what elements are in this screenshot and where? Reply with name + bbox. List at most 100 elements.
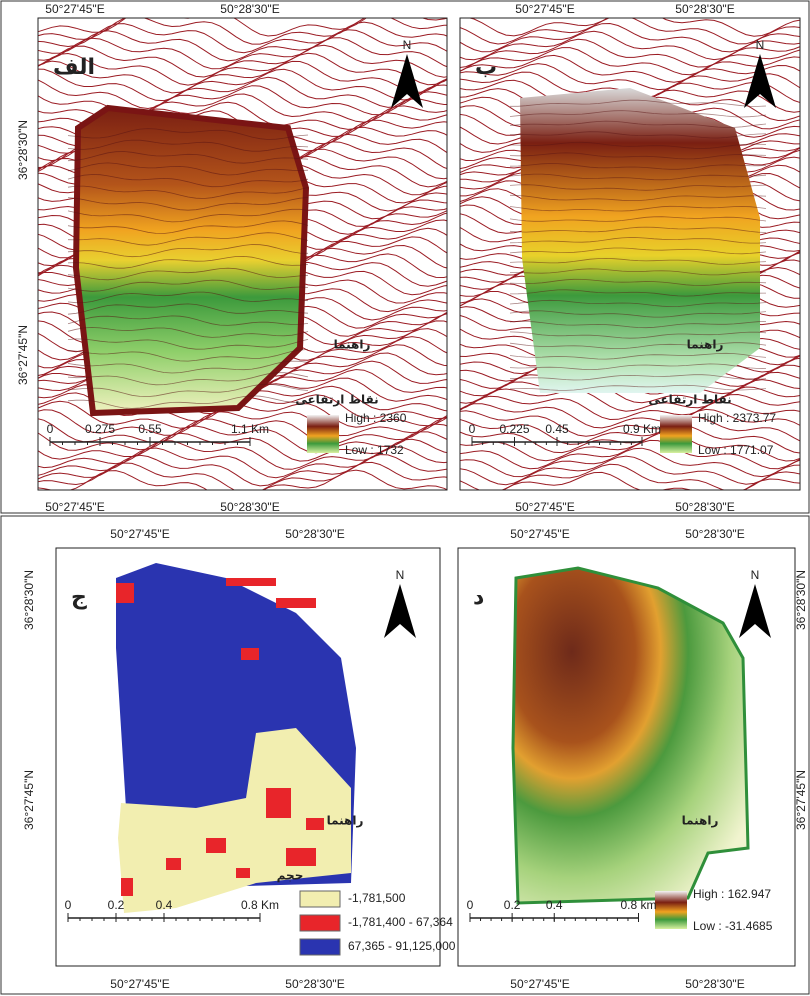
contour-line — [67, 197, 309, 211]
scale-label: 0.4 — [546, 898, 563, 912]
scale-label: 0.4 — [156, 898, 173, 912]
contour-line — [38, 461, 447, 490]
legend-high: High : 2373.77 — [698, 411, 776, 425]
contour-line — [460, 30, 800, 61]
scale-label: 0.225 — [499, 422, 529, 436]
legend-ramp — [660, 415, 692, 453]
volume-class-red — [276, 598, 316, 608]
north-arrow — [384, 584, 416, 638]
contour-line — [67, 327, 309, 338]
contour-line — [38, 446, 447, 479]
panel-border — [37, 17, 448, 491]
top-coordinate: 50°27'45"E — [110, 527, 169, 541]
contour-line — [460, 18, 800, 45]
scale-label: 0 — [467, 898, 474, 912]
legend-ramp — [307, 415, 339, 453]
panel-label: د — [473, 585, 484, 610]
bottom-frame — [0, 515, 810, 995]
contour-line — [509, 384, 767, 391]
contour-line — [502, 471, 800, 490]
north-label: N — [396, 568, 405, 582]
bottom-coordinate: 50°28'30"E — [285, 977, 344, 991]
contour-line — [509, 257, 767, 265]
scale-label: 0 — [469, 422, 476, 436]
contour-line — [67, 244, 309, 258]
scale-label: 0.8 Km — [241, 898, 279, 912]
contour-line — [460, 379, 800, 404]
contour-line — [67, 303, 309, 315]
legend-swatch — [299, 890, 341, 908]
contour-line — [67, 185, 309, 199]
contour-line — [509, 268, 767, 276]
legend-caption: راهنما — [687, 338, 724, 352]
bottom-coordinate: 50°27'45"E — [510, 977, 569, 991]
panel-label: ج — [71, 585, 87, 610]
contour-line — [460, 386, 800, 412]
top-coordinate: 50°27'45"E — [45, 2, 104, 16]
top-coordinate: 50°28'30"E — [685, 527, 744, 541]
north-label: N — [403, 38, 412, 52]
contour-line — [67, 139, 309, 152]
volume-class-red — [241, 648, 259, 660]
side-coordinate: 36°28'30"N — [16, 120, 30, 180]
legend-low: Low : -31.4685 — [693, 919, 773, 933]
legend-class-label: 67,365 - 91,125,000 — [348, 939, 456, 953]
contour-line — [467, 18, 800, 37]
contour-line — [509, 205, 767, 212]
contour-line — [67, 360, 309, 374]
map-panel — [38, 18, 447, 490]
contour-line — [67, 255, 309, 269]
volume-class-red — [121, 878, 133, 896]
contour-line — [38, 76, 447, 110]
contour-line — [67, 372, 309, 386]
contour-line — [460, 439, 800, 470]
contour-line — [460, 431, 800, 462]
contour-line — [67, 291, 309, 304]
panel-label: الف — [53, 55, 95, 80]
bottom-coordinate: 50°27'45"E — [515, 500, 574, 514]
contour-line — [509, 110, 767, 118]
contour-line — [460, 455, 800, 486]
top-frame — [0, 0, 810, 514]
scale-label: 0 — [65, 898, 72, 912]
legend-ramp — [655, 891, 687, 929]
legend-caption: راهنما — [682, 814, 719, 828]
contour-line — [509, 278, 767, 286]
scale-label: 0.55 — [138, 422, 162, 436]
contour-line — [509, 247, 767, 255]
volume-class-red — [166, 858, 181, 870]
map-panel — [458, 548, 795, 966]
contour-line — [67, 208, 309, 223]
legend-caption: راهنما — [334, 338, 371, 352]
contour-line — [67, 315, 309, 326]
legend-high: High : 2360 — [345, 411, 407, 425]
north-label: N — [751, 568, 760, 582]
contour-line — [38, 44, 447, 78]
bottom-coordinate: 50°28'30"E — [675, 500, 734, 514]
contour-line — [509, 310, 767, 318]
side-coordinate: 36°27'45"N — [16, 325, 30, 385]
side-coordinate: 36°28'30"N — [794, 570, 808, 630]
panel-border — [459, 17, 801, 491]
side-coordinate: 36°27'45"N — [794, 770, 808, 830]
contour-line — [38, 409, 447, 437]
legend-title: نقاط ارتفاعی — [295, 393, 378, 407]
scale-label: 0 — [47, 422, 54, 436]
panel-label: ب — [475, 55, 497, 80]
legend-title: حجم — [277, 869, 304, 883]
contour-line — [460, 447, 800, 478]
legend-swatch — [299, 938, 341, 956]
north-label: N — [756, 38, 765, 52]
contour-line — [38, 423, 447, 454]
contour-line — [67, 338, 309, 350]
map-panel — [56, 548, 440, 966]
contour-line — [510, 99, 767, 107]
contour-line — [509, 374, 767, 381]
side-coordinate: 36°28'30"N — [22, 570, 36, 630]
north-arrow — [391, 54, 423, 108]
contour-line — [67, 174, 309, 188]
scale-label: 0.8 km — [620, 898, 656, 912]
contour-line — [67, 267, 309, 281]
contour-line — [460, 401, 800, 429]
